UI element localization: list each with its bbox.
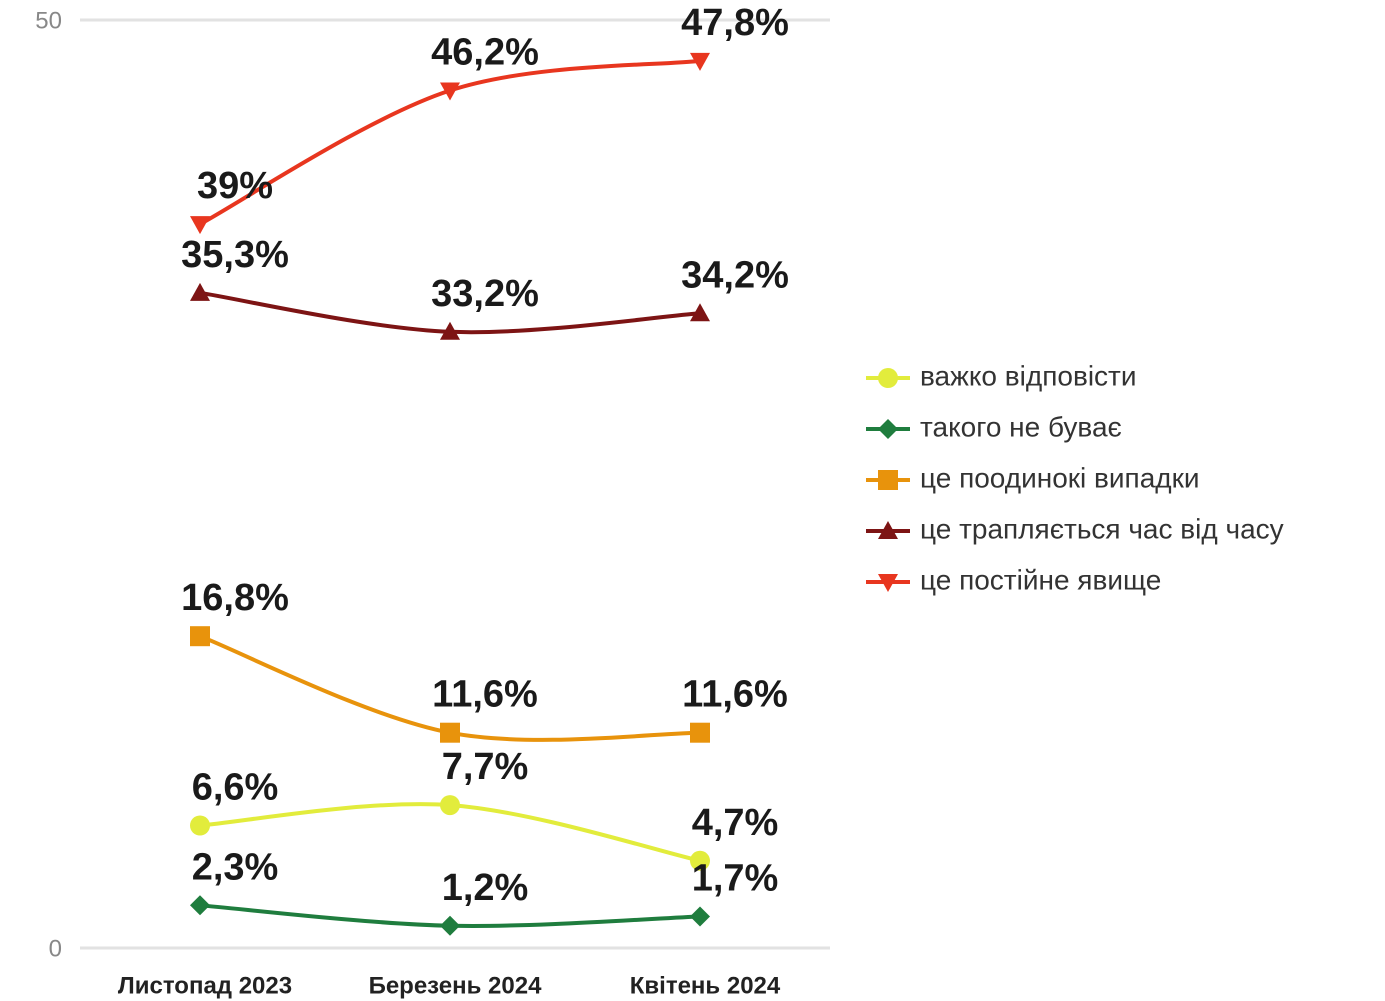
data-label: 6,6% <box>192 767 279 809</box>
y-tick-label: 50 <box>35 7 62 34</box>
marker <box>190 626 210 647</box>
y-tick-label: 0 <box>49 935 62 962</box>
marker <box>878 368 898 388</box>
marker <box>440 722 460 743</box>
marker <box>690 52 710 71</box>
x-tick-label: Квітень 2024 <box>630 972 781 999</box>
marker <box>440 915 460 936</box>
data-label: 11,6% <box>682 674 788 716</box>
marker <box>878 521 898 539</box>
data-label: 1,7% <box>692 857 779 899</box>
data-label: 11,6% <box>432 674 538 716</box>
marker <box>878 419 898 439</box>
marker <box>690 906 710 927</box>
legend-label: це поодинокі випадки <box>920 462 1200 493</box>
marker <box>440 795 460 816</box>
marker <box>190 216 210 235</box>
marker <box>440 82 460 101</box>
data-label: 39% <box>197 165 273 207</box>
marker <box>690 722 710 743</box>
x-tick-label: Листопад 2023 <box>118 972 292 999</box>
legend-label: це постійне явище <box>920 564 1161 595</box>
data-label: 46,2% <box>431 32 539 74</box>
marker <box>878 574 898 592</box>
marker <box>440 321 460 340</box>
data-label: 34,2% <box>681 254 789 296</box>
legend-label: важко відповісти <box>920 360 1137 391</box>
marker <box>190 895 210 916</box>
marker <box>690 303 710 322</box>
legend-label: такого не буває <box>920 411 1122 442</box>
marker <box>690 850 710 871</box>
data-label: 7,7% <box>442 746 529 788</box>
data-label: 47,8% <box>681 2 789 44</box>
marker <box>190 282 210 301</box>
data-label: 2,3% <box>192 846 279 888</box>
data-label: 16,8% <box>181 577 289 619</box>
marker <box>878 470 898 490</box>
x-tick-label: Березень 2024 <box>369 972 543 999</box>
legend-label: це трапляється час від часу <box>920 513 1284 544</box>
data-label: 33,2% <box>431 273 539 315</box>
marker <box>190 815 210 836</box>
data-label: 4,7% <box>692 802 779 844</box>
data-label: 35,3% <box>181 234 289 276</box>
data-label: 1,2% <box>442 867 529 909</box>
